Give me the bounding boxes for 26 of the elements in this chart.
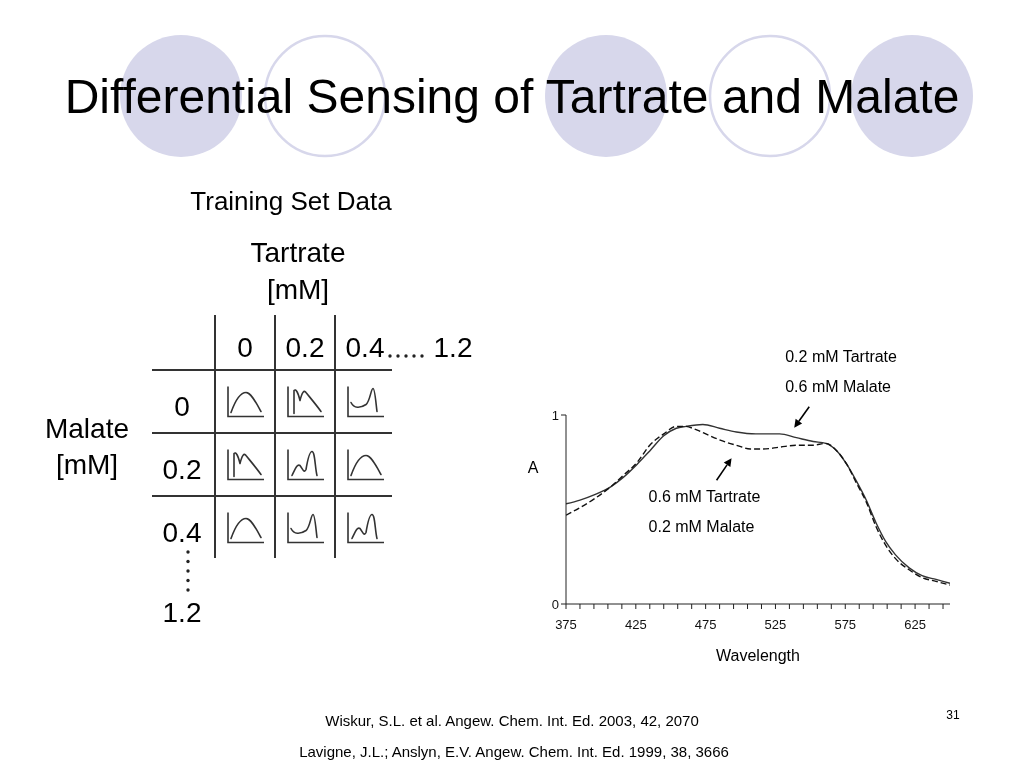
x-tick-label: 375 — [555, 617, 577, 633]
y-axis-title: A — [527, 459, 539, 477]
category-label: 1.2 — [433, 331, 473, 363]
category-label: 0 — [237, 331, 253, 363]
x-tick-label: 425 — [624, 617, 647, 633]
category-label: 0.4 — [162, 517, 202, 548]
text: Training Set Data — [190, 186, 392, 216]
text: Wiskur, S.L. et al. Angew. Chem. Int. Ed. 2003, 42, 2070 — [325, 712, 699, 729]
text: Tartrate [mM] — [250, 237, 346, 305]
x-tick-label: 525 — [764, 617, 787, 633]
x-tick-label: 575 — [834, 617, 857, 633]
text: 31 — [946, 708, 960, 722]
category-label: 0 — [174, 391, 190, 422]
category-label: 1.2 — [162, 596, 202, 628]
category-label: 0.2 — [285, 331, 325, 363]
text: Differential Sensing of Tartrate and Malate — [64, 70, 960, 123]
text: Lavigne, J.L.; Anslyn, E.V. Angew. Chem. Int. Ed. 1999, 38, 3666 — [299, 743, 729, 760]
category-label: 0.2 — [162, 454, 202, 485]
x-tick-label: 475 — [694, 617, 717, 633]
text: Malate [mM] — [44, 413, 130, 480]
annotation: 0.2 mM Tartrate 0.6 mM Malate — [785, 347, 897, 395]
annotation: 0.6 mM Tartrate 0.2 mM Malate — [648, 488, 761, 536]
category-label: 0.4 — [345, 331, 385, 363]
y-tick-label: 1 — [551, 407, 559, 423]
x-axis-title: Wavelength — [716, 646, 800, 664]
x-tick-label: 625 — [904, 617, 926, 633]
